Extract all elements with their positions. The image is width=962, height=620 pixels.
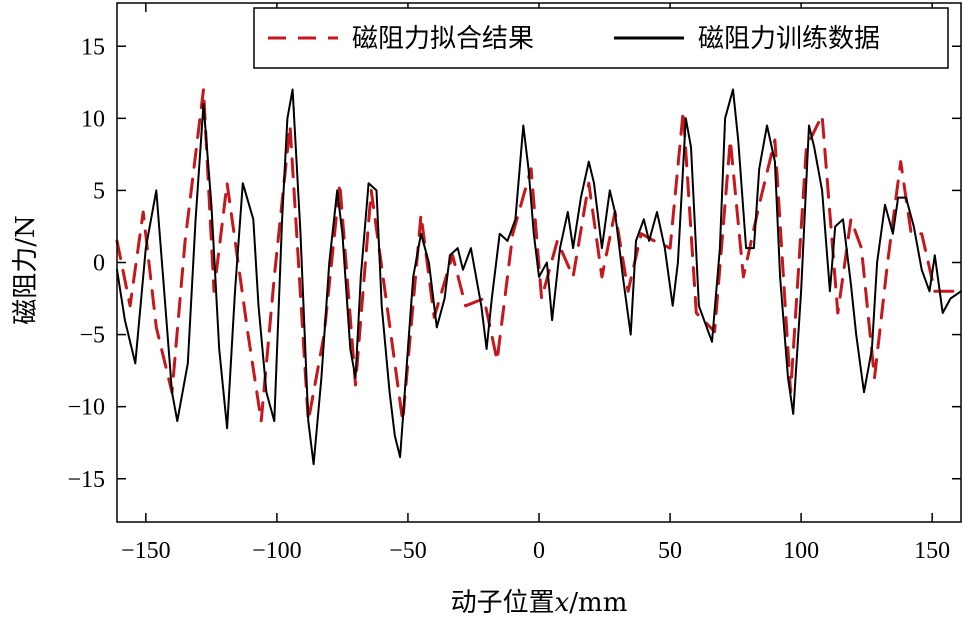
legend: 磁阻力拟合结果 磁阻力训练数据 <box>253 7 949 69</box>
x-axis-title-unit: /mm <box>569 588 627 618</box>
y-tick-label: 10 <box>81 106 105 132</box>
x-tick-label: −50 <box>389 538 427 564</box>
x-axis-title: 动子位置x/mm <box>451 588 628 618</box>
x-tick-label: −100 <box>252 538 302 564</box>
series-line-training <box>116 88 962 466</box>
x-tick-label: 150 <box>914 538 950 564</box>
legend-label-fit: 磁阻力拟合结果 <box>352 24 534 54</box>
x-axis-title-main: 动子位置 <box>451 588 555 618</box>
y-tick-label: −10 <box>67 395 105 421</box>
legend-box <box>253 7 949 69</box>
x-tick-label: −150 <box>121 538 171 564</box>
x-tick-label: 0 <box>533 538 545 564</box>
x-tick-label: 50 <box>658 538 682 564</box>
y-axis-title: 磁阻力/N <box>11 215 41 325</box>
y-tick-label: 15 <box>81 34 105 60</box>
y-tick-label: 5 <box>93 178 105 204</box>
y-tick-label: 0 <box>93 251 105 277</box>
legend-label-training: 磁阻力训练数据 <box>698 24 880 54</box>
series-layer <box>115 88 962 466</box>
y-tick-label: −15 <box>67 467 105 493</box>
y-tick-label: −5 <box>79 323 105 349</box>
series-line-fit <box>115 88 962 423</box>
x-tick-label: 100 <box>783 538 819 564</box>
x-axis-title-var: x <box>555 588 570 618</box>
